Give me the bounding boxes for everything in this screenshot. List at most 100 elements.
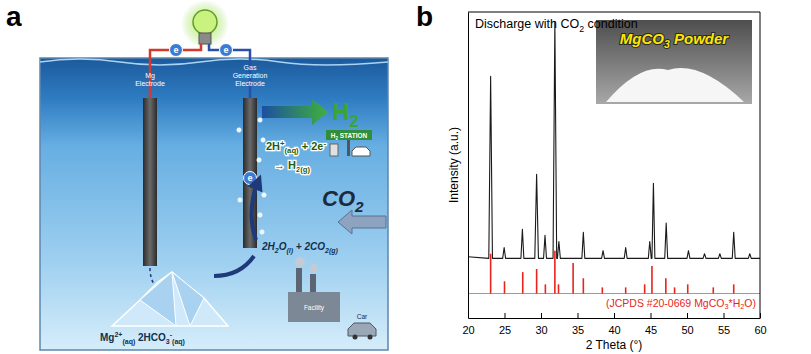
tick-mark [505, 313, 506, 318]
bubble [258, 118, 262, 122]
text-line: Mg [145, 72, 155, 80]
text-run: CO [322, 186, 355, 211]
text-run: 2 [354, 198, 364, 215]
text-run: (g) [300, 165, 310, 174]
text-run: 2HCO [135, 332, 166, 343]
tick-mark [578, 313, 579, 318]
reference-stick [602, 287, 604, 293]
chimney [296, 268, 302, 292]
tick-label: 45 [645, 324, 657, 336]
tick-label: 25 [499, 324, 511, 336]
bubble [238, 198, 242, 202]
text-run: Mg [100, 332, 114, 343]
reference-stick [674, 287, 676, 293]
smoke [295, 257, 305, 267]
product-label: Mg2+(aq) 2HCO3-(aq) [100, 331, 185, 346]
source-label: Car [357, 313, 368, 320]
bubble [257, 158, 261, 162]
electrode-label: GasGenerationElectrode [233, 64, 268, 87]
gas-electrode [243, 98, 257, 248]
reference-stick [490, 254, 492, 294]
tick-label: 40 [608, 324, 620, 336]
reference-stick [651, 266, 653, 294]
car [348, 323, 376, 336]
h2-label: H2 [332, 98, 359, 131]
chimney [310, 274, 316, 292]
reference-stick [583, 278, 585, 293]
inset-label: MgCO3 Powder [620, 30, 730, 50]
bubble [260, 230, 264, 234]
tick-label: 60 [754, 324, 766, 336]
flow-arrow [251, 182, 258, 240]
co2-arrow [338, 210, 386, 234]
reference-stick [554, 251, 556, 294]
bulb-base [199, 33, 211, 44]
precipitate-facet [140, 272, 204, 326]
diagram: MgElectrodeGasGenerationElectrodeeee2H+(… [40, 0, 388, 350]
text-line: Generation [233, 72, 268, 79]
text-run: (aq) [122, 338, 135, 346]
tick-mark [724, 313, 725, 318]
bubble [258, 213, 262, 217]
reaction-label: → H2(g) [274, 159, 311, 174]
text-run: + 2CO [293, 241, 325, 252]
text-run: 2 [349, 112, 358, 131]
x-axis-title: 2 Theta (°) [586, 338, 643, 352]
text-run: Discharge with CO [475, 17, 579, 31]
panel-label: a [6, 1, 22, 32]
text-line: Gas [244, 64, 257, 71]
panel-label: b [416, 1, 433, 32]
axis-line [468, 13, 469, 319]
tick: 35 [572, 313, 584, 336]
y-axis [468, 13, 469, 319]
bubble [262, 193, 266, 197]
source-label: Facility [304, 304, 325, 312]
station-sign [326, 130, 372, 140]
reference-stick [625, 287, 627, 293]
flow-arrow [214, 256, 254, 276]
y-axis-title: Intensity (a.u.) [447, 127, 461, 203]
tick-label: 30 [535, 324, 547, 336]
text-run: (g) [329, 247, 339, 255]
co2-label: CO2 [322, 186, 364, 215]
text-run: H [332, 98, 349, 125]
factory [288, 292, 340, 322]
wire-red [150, 44, 201, 98]
h2-arrow [262, 99, 328, 125]
station-label: H2 STATION [331, 132, 368, 141]
reference-stick [665, 278, 667, 293]
text-run: MgCO [620, 30, 664, 47]
reference-stick [558, 284, 560, 293]
text-line: Electrode [135, 80, 165, 87]
text-run: O) [744, 297, 756, 309]
bubble [237, 128, 241, 132]
wire-blue [209, 44, 250, 98]
inset-background [596, 20, 752, 104]
reaction-label: 2H+(aq) + 2e- [266, 139, 326, 155]
text-run: (aq) [172, 338, 185, 346]
mg-electrode [143, 98, 157, 266]
tick: 25 [499, 313, 511, 336]
text-line: Electrode [235, 80, 265, 87]
text-run: - [323, 139, 326, 148]
powder-pile [606, 68, 744, 102]
electron [220, 44, 233, 57]
precipitate [112, 272, 228, 326]
tick: 50 [681, 313, 693, 336]
text-run: 2+ [114, 331, 122, 338]
electron [244, 172, 257, 185]
tick-label: 35 [572, 324, 584, 336]
frame [760, 12, 761, 318]
station-car [352, 147, 370, 156]
reference-stick [545, 284, 547, 293]
text-run: 2H [261, 241, 276, 252]
electron [170, 44, 183, 57]
bulb-glow [181, 0, 229, 48]
text-run: (aq) [285, 146, 300, 155]
pattern-line [468, 21, 760, 258]
reference-stick [522, 272, 524, 293]
tick-mark [651, 313, 652, 318]
plot-area [468, 21, 760, 293]
station-pump [330, 144, 338, 156]
chart-title: Discharge with CO2 condition [475, 17, 638, 34]
